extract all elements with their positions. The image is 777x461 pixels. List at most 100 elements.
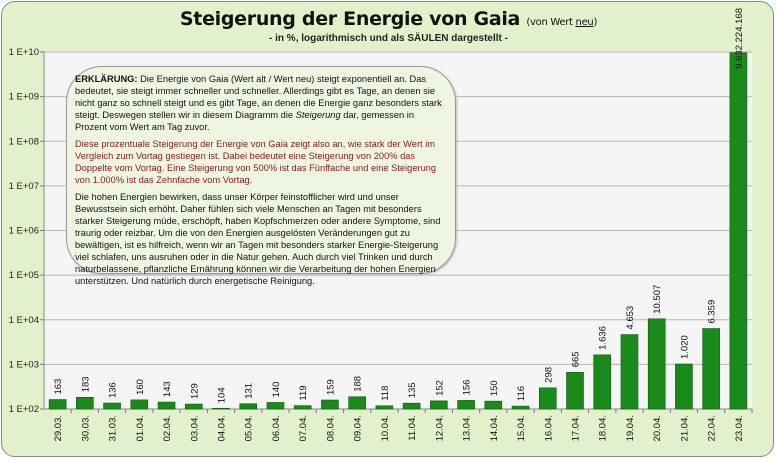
bar bbox=[48, 399, 67, 410]
x-tick-label: 02.04. bbox=[162, 415, 173, 441]
data-label: 6.359 bbox=[707, 300, 718, 324]
data-label: 136 bbox=[108, 382, 119, 398]
bar bbox=[76, 396, 94, 410]
chart-subtitle: - in %, logarithmisch und als SÄULEN dar… bbox=[269, 33, 508, 44]
y-tick-label: 1 E+04 bbox=[9, 315, 39, 326]
bar bbox=[675, 363, 693, 410]
y-tick-label: 1 E+05 bbox=[9, 270, 39, 281]
bar bbox=[348, 396, 366, 410]
bar bbox=[103, 402, 121, 410]
x-tick-label: 14.04. bbox=[489, 415, 500, 441]
y-tick-label: 1 E+03 bbox=[9, 359, 39, 370]
data-label: 10.507 bbox=[652, 285, 663, 314]
note-paragraph-1: ERKLÄRUNG: Die Energie von Gaia (Wert al… bbox=[75, 73, 447, 133]
x-tick-label: 01.04. bbox=[135, 415, 146, 441]
x-tick-label: 16.04. bbox=[543, 415, 554, 441]
data-label: 129 bbox=[189, 383, 200, 399]
data-label: 1.020 bbox=[679, 335, 690, 359]
bar bbox=[647, 318, 666, 410]
x-tick-label: 03.04. bbox=[189, 415, 200, 441]
data-label: 116 bbox=[516, 386, 527, 401]
y-tick-label: 1 E+06 bbox=[9, 226, 39, 237]
data-label: 1.636 bbox=[598, 326, 609, 350]
data-label: 152 bbox=[434, 380, 445, 396]
y-tick-label: 1 E+02 bbox=[9, 404, 39, 415]
bar bbox=[184, 403, 203, 410]
x-tick-label: 07.04. bbox=[298, 415, 309, 441]
x-tick-label: 06.04. bbox=[271, 415, 282, 441]
title-main: Steigerung der Energie von Gaia bbox=[179, 8, 521, 30]
x-tick-label: 19.04. bbox=[625, 415, 636, 441]
bar bbox=[375, 405, 394, 410]
data-label: 135 bbox=[407, 382, 418, 398]
bar bbox=[702, 328, 720, 410]
y-tick-label: 1 E+08 bbox=[9, 136, 39, 147]
x-tick-label: 15.04. bbox=[516, 415, 527, 441]
bar bbox=[457, 400, 475, 410]
bar bbox=[402, 402, 421, 410]
x-tick-label: 12.04. bbox=[434, 415, 445, 441]
note-paragraph-2: Diese prozentuale Steigerung der Energie… bbox=[75, 139, 437, 185]
title-suffix: (von Wert neu) bbox=[526, 17, 597, 28]
x-tick-label: 20.04. bbox=[652, 415, 663, 441]
data-label: 159 bbox=[325, 379, 336, 395]
bar bbox=[212, 407, 230, 410]
x-tick-label: 21.04. bbox=[679, 415, 690, 441]
bar bbox=[538, 387, 557, 410]
x-tick-label: 11.04. bbox=[407, 415, 418, 441]
data-label: 183 bbox=[80, 376, 91, 392]
x-tick-label: 10.04. bbox=[380, 415, 391, 441]
chart-title: Steigerung der Energie von Gaia (von Wer… bbox=[0, 8, 777, 30]
data-label: 4.653 bbox=[625, 306, 636, 330]
bar bbox=[321, 399, 339, 410]
bar bbox=[511, 405, 530, 410]
bar bbox=[484, 400, 503, 410]
y-tick-label: 1 E+09 bbox=[9, 92, 39, 103]
x-tick-label: 09.04. bbox=[353, 415, 364, 441]
bar bbox=[266, 402, 285, 410]
data-label: 156 bbox=[462, 380, 473, 396]
note-italic: Steigerung bbox=[295, 110, 341, 120]
title-suffix-pre: (von Wert bbox=[526, 17, 576, 28]
y-tick-label: 1 E+07 bbox=[9, 181, 39, 192]
x-tick-label: 22.04. bbox=[707, 415, 718, 441]
data-label: 119 bbox=[298, 385, 309, 400]
note-text-1a: Die Energie von Gaia (Wert alt / Wert ne… bbox=[75, 74, 442, 120]
x-tick-label: 31.03. bbox=[108, 415, 119, 441]
data-label: 9.632.224.168 bbox=[734, 8, 745, 69]
note-paragraph-3: Die hohen Energien bewirken, dass unser … bbox=[75, 192, 441, 286]
bar bbox=[157, 401, 176, 410]
bar bbox=[593, 354, 612, 410]
x-tick-label: 23.04. bbox=[734, 415, 745, 441]
data-label: 665 bbox=[571, 351, 582, 367]
data-label: 104 bbox=[217, 387, 228, 403]
x-tick-label: 29.03. bbox=[53, 415, 64, 441]
bar bbox=[566, 371, 584, 410]
title-suffix-underlined: neu bbox=[575, 17, 594, 28]
data-label: 150 bbox=[489, 380, 500, 396]
bar bbox=[430, 400, 448, 410]
y-tick-label: 1 E+10 bbox=[9, 47, 39, 58]
data-label: 160 bbox=[135, 379, 146, 395]
note-text-1b: dar, gemessen in Prozent vom Wert am Tag… bbox=[75, 110, 414, 132]
bar bbox=[620, 334, 639, 410]
x-tick-label: 08.04. bbox=[325, 415, 336, 441]
x-tick-label: 17.04. bbox=[571, 415, 582, 441]
x-tick-label: 05.04. bbox=[244, 415, 255, 441]
data-label: 163 bbox=[53, 379, 64, 395]
x-tick-label: 13.04. bbox=[462, 415, 473, 441]
data-label: 131 bbox=[244, 383, 255, 399]
bar bbox=[729, 52, 748, 410]
x-tick-label: 04.04. bbox=[217, 415, 228, 441]
data-label: 143 bbox=[162, 381, 173, 397]
bar bbox=[130, 399, 149, 410]
x-tick-label: 18.04. bbox=[598, 415, 609, 441]
data-label: 188 bbox=[353, 376, 364, 392]
note-heading: ERKLÄRUNG: bbox=[75, 74, 138, 84]
bar bbox=[293, 405, 312, 410]
data-label: 118 bbox=[380, 386, 391, 401]
bar bbox=[239, 403, 258, 410]
data-label: 298 bbox=[543, 367, 554, 383]
data-label: 140 bbox=[271, 382, 282, 398]
x-tick-label: 30.03. bbox=[80, 415, 91, 441]
